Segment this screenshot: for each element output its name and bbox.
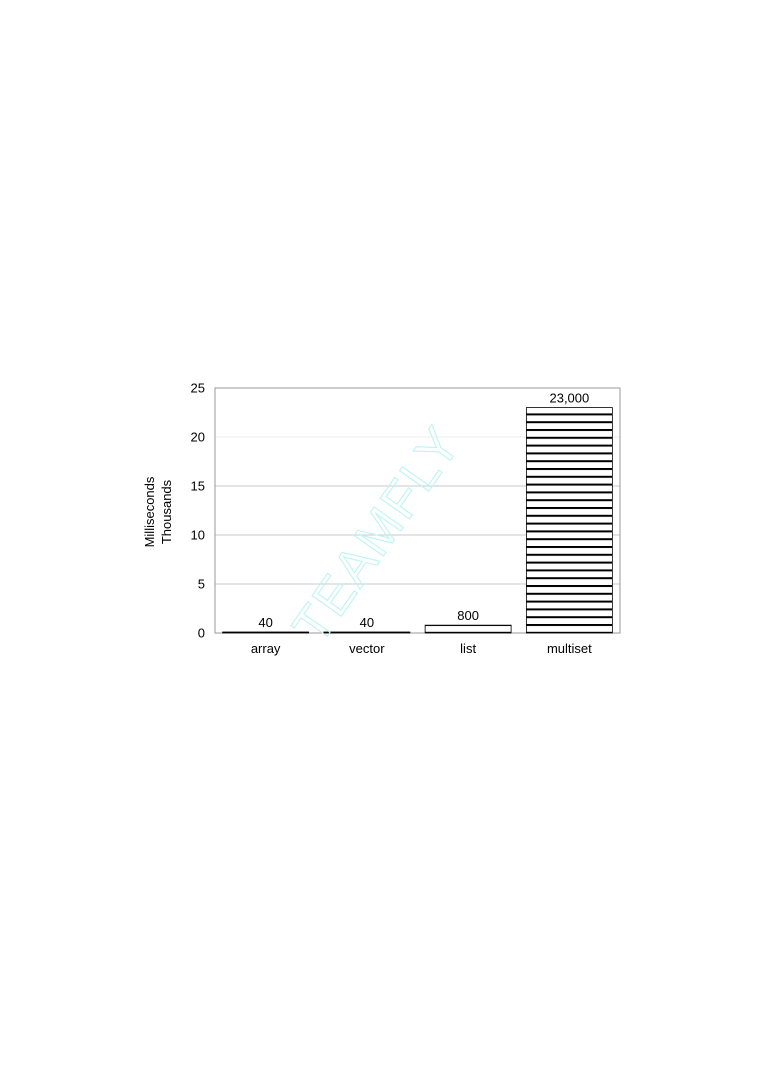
x-axis-categories: array vector list multiset [251, 641, 592, 656]
bar-array [222, 631, 310, 634]
y-axis-label-line-2: Thousands [159, 479, 174, 544]
plot-area-frame [214, 387, 621, 634]
y-axis-ticks: 0 5 10 15 20 25 [191, 381, 205, 641]
y-tick-label: 10 [191, 528, 205, 543]
bar-multiset [525, 407, 613, 634]
x-category-array: array [251, 641, 281, 656]
data-label-list: 800 [457, 608, 479, 623]
y-tick-label: 0 [198, 626, 205, 641]
data-label-array: 40 [258, 615, 272, 630]
data-labels: 40 40 800 23,000 [258, 391, 589, 630]
y-tick-label: 5 [198, 577, 205, 592]
y-axis-label-line-1: Milliseconds [142, 476, 157, 547]
data-label-multiset: 23,000 [549, 391, 589, 406]
data-label-vector: 40 [360, 615, 374, 630]
x-category-multiset: multiset [547, 641, 592, 656]
y-tick-label: 20 [191, 430, 205, 445]
bar-list [424, 624, 512, 634]
bar-vector [323, 631, 411, 634]
y-tick-label: 25 [191, 381, 205, 396]
x-category-list: list [460, 641, 476, 656]
y-tick-label: 15 [191, 479, 205, 494]
x-category-vector: vector [349, 641, 385, 656]
bars [222, 407, 613, 634]
